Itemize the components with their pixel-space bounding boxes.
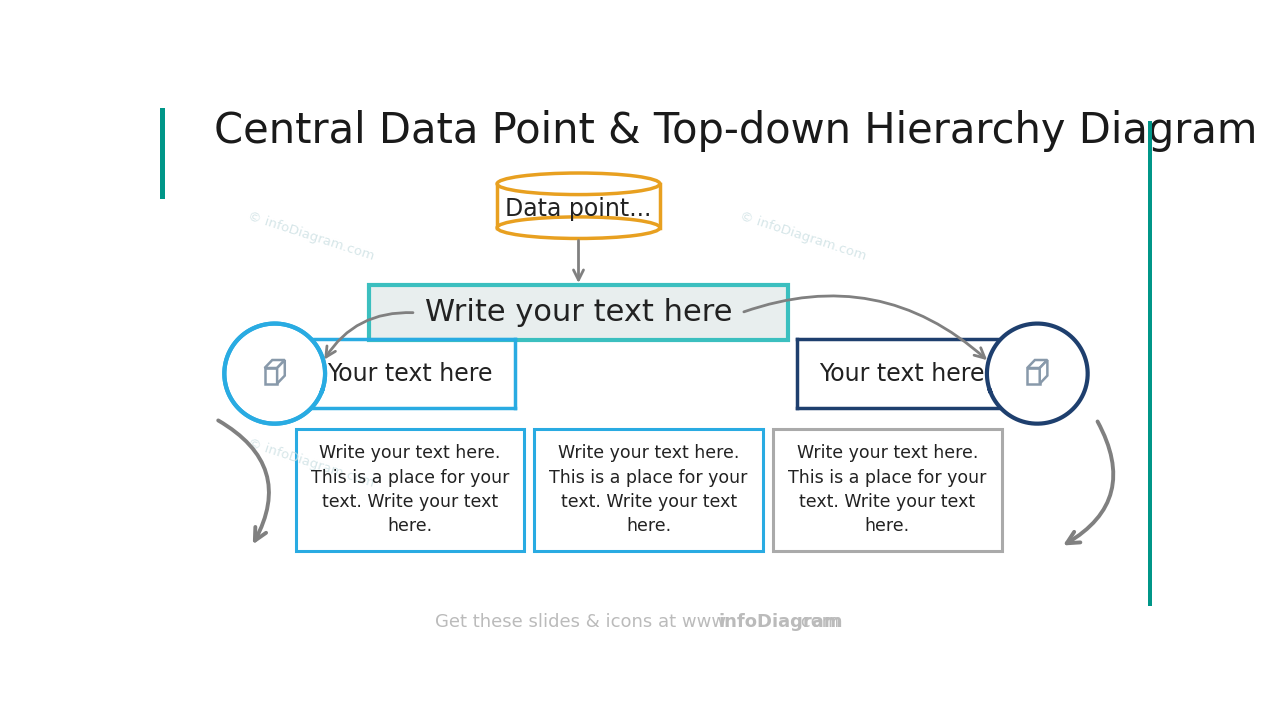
FancyBboxPatch shape — [160, 108, 165, 199]
Text: Write your text here: Write your text here — [425, 298, 732, 328]
Circle shape — [224, 323, 325, 423]
Polygon shape — [1028, 360, 1047, 368]
Text: © infoDiagram.com: © infoDiagram.com — [246, 210, 376, 264]
Text: Write your text here.
This is a place for your
text. Write your text
here.: Write your text here. This is a place fo… — [549, 444, 748, 536]
Text: Your text here: Your text here — [819, 361, 984, 386]
Ellipse shape — [497, 217, 660, 238]
FancyBboxPatch shape — [534, 429, 763, 551]
Text: Data point...: Data point... — [506, 197, 652, 221]
FancyBboxPatch shape — [773, 429, 1002, 551]
FancyBboxPatch shape — [369, 285, 787, 341]
FancyBboxPatch shape — [296, 429, 525, 551]
Polygon shape — [265, 360, 284, 368]
Text: Your text here: Your text here — [328, 361, 493, 386]
Ellipse shape — [497, 173, 660, 194]
Circle shape — [987, 323, 1088, 423]
Polygon shape — [1039, 360, 1047, 384]
Text: infoDiagram: infoDiagram — [718, 613, 842, 631]
Text: Central Data Point & Top-down Hierarchy Diagram: Central Data Point & Top-down Hierarchy … — [214, 110, 1258, 152]
Polygon shape — [276, 360, 284, 384]
Text: Get these slides & icons at www.: Get these slides & icons at www. — [435, 613, 731, 631]
Text: Write your text here.
This is a place for your
text. Write your text
here.: Write your text here. This is a place fo… — [788, 444, 987, 536]
Text: © infoDiagram.com: © infoDiagram.com — [246, 437, 376, 490]
Text: Write your text here.
This is a place for your
text. Write your text
here.: Write your text here. This is a place fo… — [311, 444, 509, 536]
FancyBboxPatch shape — [497, 184, 660, 228]
Text: .com: .com — [795, 613, 840, 631]
Polygon shape — [1028, 368, 1039, 384]
FancyBboxPatch shape — [1148, 121, 1152, 606]
Polygon shape — [265, 368, 276, 384]
Text: © infoDiagram.com: © infoDiagram.com — [739, 210, 868, 264]
